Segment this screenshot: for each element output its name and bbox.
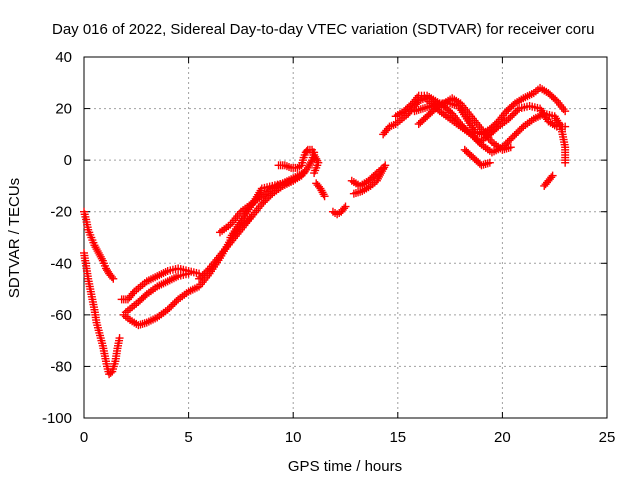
y-axis-label: SDTVAR / TECUs (6, 178, 23, 298)
data-point (163, 305, 172, 314)
tick-label-layer: 0 5 10 15 20 25 -100 -80 -60 -40 -20 0 20 40 (42, 49, 615, 446)
data-point (561, 122, 570, 131)
y-tick-label: 40 (55, 49, 72, 66)
data-point (97, 254, 106, 263)
data-point (115, 334, 124, 343)
data-point (456, 120, 465, 129)
data-point (184, 269, 193, 278)
y-tick-label: -20 (50, 204, 72, 221)
data-point (202, 267, 211, 276)
data-point (261, 196, 270, 205)
data-point (320, 192, 329, 201)
data-point (200, 269, 209, 278)
y-tick-label: 0 (64, 152, 72, 169)
data-point (461, 125, 470, 134)
data-point (515, 126, 524, 135)
data-point (561, 107, 570, 116)
data-point (170, 298, 179, 307)
data-point (167, 302, 176, 311)
data-point (341, 202, 350, 211)
data-point (507, 134, 516, 143)
data-point (196, 273, 205, 282)
data-point (168, 300, 177, 309)
data-point (506, 113, 515, 122)
x-axis-label: GPS time / hours (288, 458, 402, 475)
data-point (561, 158, 570, 167)
x-tick-label: 20 (494, 429, 511, 446)
axis-layer (83, 56, 608, 419)
y-tick-label: -100 (42, 410, 72, 427)
x-tick-label: 25 (599, 429, 616, 446)
data-point (310, 169, 319, 178)
data-point (413, 93, 422, 102)
data-point (203, 266, 212, 275)
chart-title: Day 016 of 2022, Sidereal Day-to-day VTE… (52, 21, 594, 38)
data-point (128, 289, 137, 298)
data-point (485, 158, 494, 167)
data-point (195, 274, 204, 283)
data-point (510, 131, 519, 140)
data-point (257, 199, 266, 208)
data-point (263, 194, 272, 203)
data-point (508, 132, 517, 141)
x-tick-label: 0 (80, 429, 88, 446)
y-tick-label: -80 (50, 358, 72, 375)
data-point (259, 198, 268, 207)
data-point (505, 136, 514, 145)
y-tick-label: 20 (55, 101, 72, 118)
data-point (460, 123, 469, 132)
data-point (503, 138, 512, 147)
data-point (509, 109, 518, 118)
data-point (107, 273, 116, 282)
x-tick-label: 5 (184, 429, 192, 446)
data-point (508, 111, 517, 120)
x-tick-label: 15 (389, 429, 406, 446)
data-point (506, 143, 515, 152)
data-layer (80, 83, 570, 379)
data-point (165, 303, 174, 312)
y-tick-label: -40 (50, 255, 72, 272)
y-tick-label: -60 (50, 307, 72, 324)
data-point (198, 271, 207, 280)
data-point (511, 108, 520, 117)
data-point (513, 106, 522, 115)
data-point (463, 126, 472, 135)
data-point (512, 129, 521, 138)
data-point (504, 114, 513, 123)
data-point (514, 127, 523, 136)
x-tick-label: 10 (285, 429, 302, 446)
data-point (340, 204, 349, 213)
data-point (319, 190, 328, 199)
data-point (306, 158, 315, 167)
data-point (109, 274, 118, 283)
plot-frame (83, 56, 608, 419)
data-point (379, 163, 388, 172)
data-point (458, 121, 467, 130)
data-point (548, 171, 557, 180)
data-point (547, 173, 556, 182)
